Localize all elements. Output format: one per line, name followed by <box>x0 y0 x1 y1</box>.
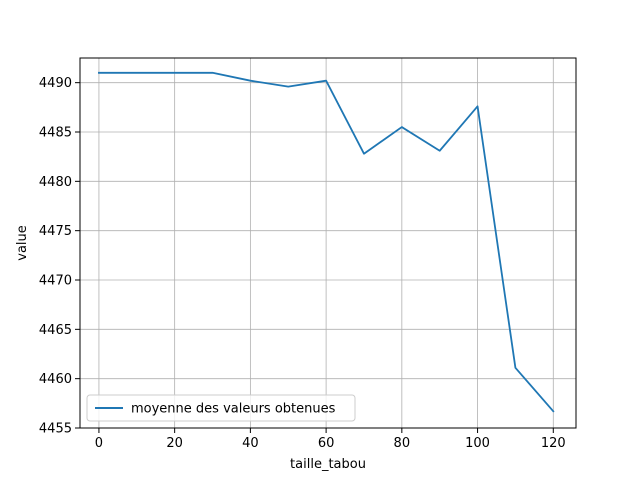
y-tick-label: 4470 <box>39 274 72 289</box>
x-tick-label: 120 <box>541 436 566 451</box>
y-tick-label: 4465 <box>39 323 72 338</box>
tick-marks <box>75 82 554 433</box>
y-tick-label: 4475 <box>39 224 72 239</box>
x-axis-label: taille_tabou <box>290 457 366 472</box>
legend-box <box>86 394 356 422</box>
grid-lines <box>80 58 576 429</box>
y-tick-label: 4455 <box>39 422 72 437</box>
y-tick-label: 4485 <box>39 126 72 141</box>
y-tick-label: 4460 <box>39 372 72 387</box>
legend-entry-label: moyenne des valeurs obtenues <box>131 402 336 417</box>
axes-frame <box>79 57 577 429</box>
x-tick-label: 60 <box>318 436 335 451</box>
x-tick-label: 100 <box>465 436 490 451</box>
legend: moyenne des valeurs obtenues <box>86 394 356 422</box>
series-line <box>98 71 555 413</box>
y-axis-label: value <box>15 225 30 261</box>
y-tick-label: 4480 <box>39 175 72 190</box>
x-tick-label: 0 <box>95 436 103 451</box>
series-layer <box>98 71 555 413</box>
y-tick-label: 4490 <box>39 76 72 91</box>
tick-labels: 0 20 40 60 80 100 120 4455 4460 4465 4470 4475 4480 4… <box>39 76 566 451</box>
x-tick-label: 80 <box>394 436 411 451</box>
x-tick-label: 20 <box>166 436 183 451</box>
x-tick-label: 40 <box>242 436 259 451</box>
